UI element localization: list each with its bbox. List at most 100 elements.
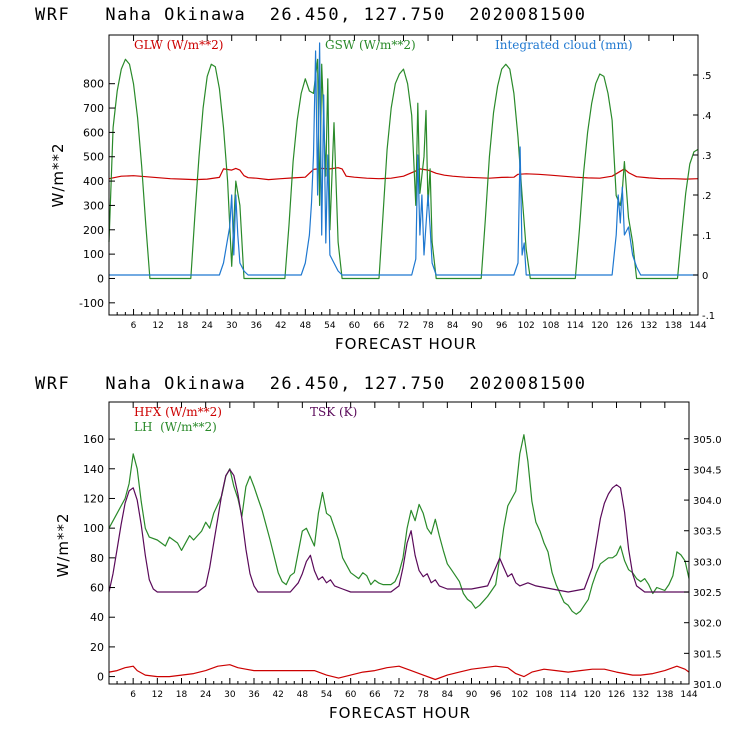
panel-2-x-tick-label: 138 [656,690,673,700]
panel-1-x-tick-label: 66 [373,321,385,331]
panel-1-y-tick-label: 700 [83,102,104,115]
panel-1-x-tick-label: 84 [447,321,459,331]
panel-2-x-tick-label: 36 [248,690,260,700]
panel-1-x-tick-label: 12 [152,321,163,331]
panel-2-x-tick-label: 102 [511,690,528,700]
panel-2-y-tick-label: 160 [83,433,104,446]
panel-2-series-hfx [108,664,690,681]
panel-1-y-tick-label: 400 [83,175,104,188]
panel-2-x-tick-label: 54 [321,690,333,700]
panel-1-x-tick-label: 108 [542,321,559,331]
panel-2-y2-tick-label: 304.0 [693,496,722,507]
panel-1-series-glw [108,167,699,181]
panel-1-y-tick-label: -100 [79,297,104,310]
panel-1-x-tick-label: 30 [226,321,238,331]
panel-2-x-tick-label: 66 [369,690,381,700]
panel-2-x-tick-label: 132 [632,690,649,700]
panel-2-plot-area [108,434,690,681]
panel-2-x-tick-label: 78 [417,690,429,700]
panel-1-y2-tick-label: .1 [702,231,712,242]
panel-2-y2-tick-label: 305.0 [693,435,722,446]
panel-2-x-tick-label: 84 [442,690,454,700]
panel-2-y-tick-label: 140 [83,463,104,476]
panel-2-x-axis-label: FORECAST HOUR [329,704,471,722]
panel-2: WRF Naha Okinawa 26.450, 127.750 2020081… [35,374,722,722]
panel-1-x-tick-label: 78 [422,321,434,331]
panel-1-y2-tick-label: .2 [702,191,712,202]
panel-2-y2-tick-label: 302.0 [693,619,722,630]
panel-2-y2-tick-label: 301.0 [693,680,722,691]
panel-1-y2-tick-label: .3 [702,151,712,162]
panel-1-x-tick-label: 96 [496,321,508,331]
panel-2-series-tsk [108,468,689,593]
panel-1-x-axis-label: FORECAST HOUR [335,335,477,353]
panel-1-x-tick-label: 60 [349,321,361,331]
panel-2-x-tick-label: 126 [608,690,625,700]
panel-1-x-tick-label: 90 [471,321,483,331]
panel-2-x-tick-label: 120 [584,690,601,700]
panel-1-x-tick-label: 48 [300,321,312,331]
panel-2-y2-tick-label: 301.5 [693,649,722,660]
panel-1-y2-tick-label: -.1 [702,311,715,322]
panel-2-x-tick-label: 12 [152,690,163,700]
panel-1-x-tick-label: 138 [665,321,682,331]
panel-2-x-tick-label: 90 [466,690,478,700]
legend-hfx: HFX (W/m**2) [134,405,222,419]
panel-1-y-tick-label: 200 [83,224,104,237]
panel-1-x-tick-label: 36 [251,321,263,331]
panel-2-y-tick-label: 20 [90,641,104,654]
panel-1-x-tick-label: 42 [275,321,286,331]
panel-2-y2-tick-label: 304.5 [693,465,722,476]
panel-2-y-tick-label: 60 [90,582,104,595]
legend-integrated-cloud: Integrated cloud (mm) [495,38,633,52]
panel-2-y-tick-label: 120 [83,492,104,505]
panel-2-x-tick-label: 48 [297,690,309,700]
panel-1-x-tick-label: 54 [324,321,336,331]
panel-1-series-integrated [109,42,698,276]
panel-1-plot-area [108,42,699,280]
panel-1-y-tick-label: 500 [83,151,104,164]
panel-2-x-tick-label: 108 [535,690,552,700]
panel-2-x-tick-label: 60 [345,690,357,700]
panel-1-series-gsw [108,58,699,280]
panel-2-series-lh [108,434,690,615]
panel-1: WRF Naha Okinawa 26.450, 127.750 2020081… [35,5,715,353]
panel-2-x-tick-label: 24 [200,690,212,700]
panel-1-x-tick-label: 6 [131,321,137,331]
panel-2-y-tick-label: 0 [97,671,104,684]
panel-1-y2-tick-label: .5 [702,71,712,82]
panel-2-y-tick-label: 40 [90,611,104,624]
panel-1-y2-tick-label: .4 [702,111,712,122]
panel-1-x-tick-label: 24 [201,321,213,331]
panel-2-x-tick-label: 18 [176,690,188,700]
panel-1-y-tick-label: 100 [83,248,104,261]
panel-1-x-tick-label: 102 [518,321,535,331]
panel-2-y2-tick-label: 303.0 [693,557,722,568]
panel-2-x-tick-label: 6 [130,690,136,700]
panel-1-y-axis-label: W/m**2 [49,142,67,207]
panel-2-y2-tick-label: 302.5 [693,588,722,599]
panel-1-x-tick-label: 114 [567,321,584,331]
panel-1-x-tick-label: 72 [398,321,409,331]
panel-1-title: WRF Naha Okinawa 26.450, 127.750 2020081… [35,5,587,25]
panel-2-title: WRF Naha Okinawa 26.450, 127.750 2020081… [35,374,587,394]
panel-2-y2-tick-label: 303.5 [693,527,722,538]
panel-2-ticks: 6 12 18 24 30 36 42 48 54 60 66 72 78 84 90 96 102 108 114… [83,402,722,700]
panel-1-y-tick-label: 300 [83,199,104,212]
panel-1-x-tick-label: 120 [591,321,608,331]
panel-1-x-tick-label: 132 [640,321,657,331]
legend-gsw: GSW (W/m**2) [325,38,416,52]
panel-2-frame [108,401,690,685]
panel-1-y-tick-label: 0 [97,272,104,285]
panel-2-x-tick-label: 72 [393,690,404,700]
panel-1-x-tick-label: 126 [616,321,633,331]
legend-glw: GLW (W/m**2) [134,38,223,52]
panel-1-x-tick-label: 144 [689,321,706,331]
panel-1-y-tick-label: 800 [83,78,104,91]
panel-2-y-tick-label: 100 [83,522,104,535]
panel-2-x-tick-label: 96 [490,690,502,700]
legend-tsk: TSK (K) [310,405,357,419]
panel-1-x-tick-label: 18 [177,321,189,331]
panel-1-ticks: 6 12 18 24 30 36 42 48 54 60 66 72 78 84 90 96 102 108 114… [79,35,715,331]
